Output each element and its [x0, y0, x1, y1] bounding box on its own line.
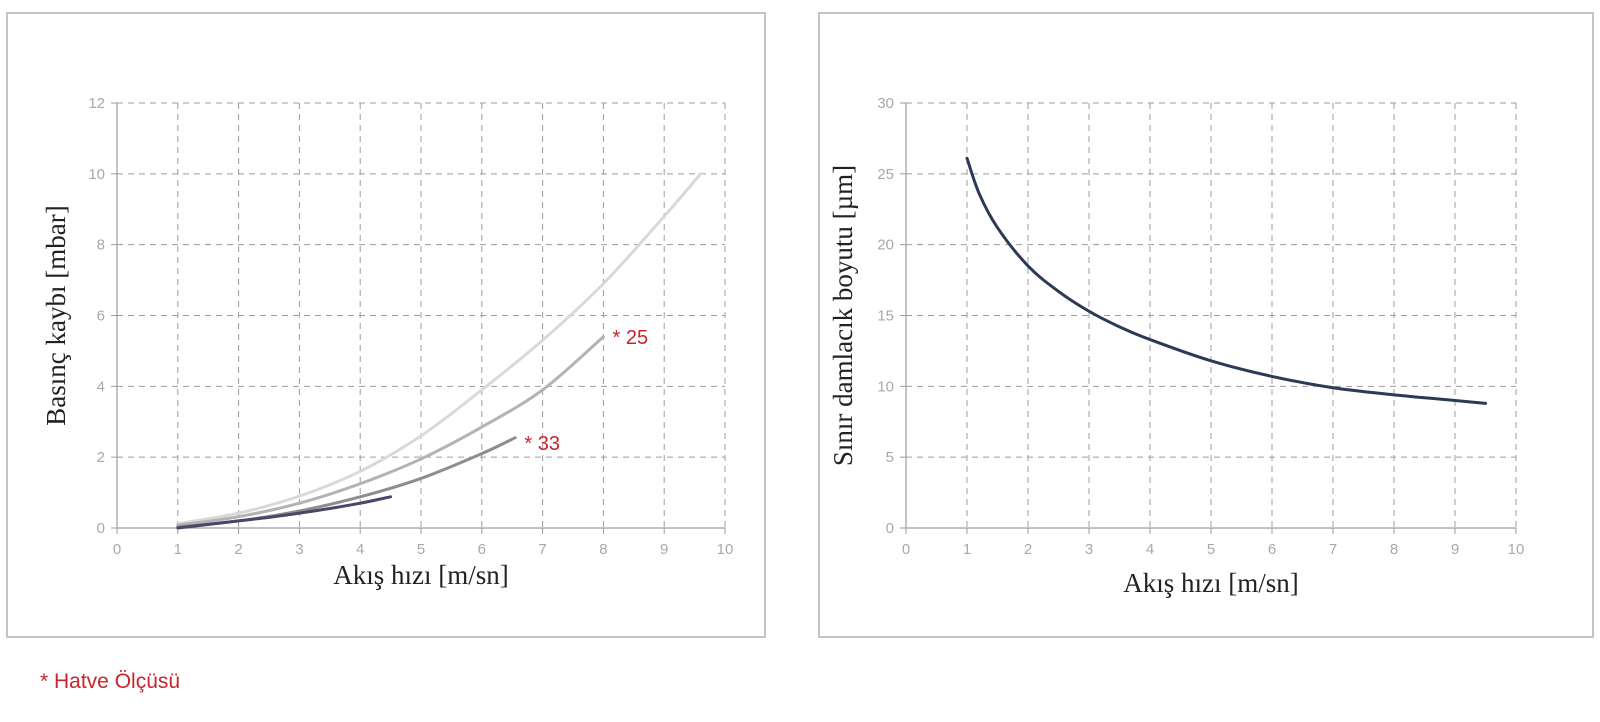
- x-tick-label: 1: [963, 541, 971, 558]
- series-line-1: [176, 335, 605, 527]
- x-tick-label: 4: [356, 541, 364, 558]
- y-tick-label: 30: [877, 95, 894, 112]
- y-tick-label: 8: [97, 237, 105, 254]
- y-tick-label: 5: [886, 449, 894, 466]
- droplet-size-chart: 0 1 2 3 4 5 6 7 8 9 10 0 5 10 15 20 25 30 Akış hızı [m/sn]…: [828, 95, 1525, 598]
- x-tick-label: 7: [538, 541, 546, 558]
- y-tick-label: 2: [97, 449, 105, 466]
- chart-panel-droplet-size: 0 1 2 3 4 5 6 7 8 9 10 0 5 10 15 20 25 30 Akış hızı [m/sn]…: [818, 12, 1594, 638]
- y-axis-title: Basınç kaybı [mbar]: [41, 205, 71, 425]
- x-tick-label: 5: [1207, 541, 1215, 558]
- x-tick-label: 2: [1024, 541, 1032, 558]
- series-line-2: [176, 436, 517, 529]
- x-tick-label: 8: [599, 541, 607, 558]
- annotation-label: * 25: [613, 327, 649, 349]
- x-tick-label: 0: [113, 541, 121, 558]
- x-tick-label: 7: [1329, 541, 1337, 558]
- x-tick-label: 3: [1085, 541, 1093, 558]
- y-tick-label: 15: [877, 308, 894, 325]
- x-tick-label: 1: [174, 541, 182, 558]
- footnote: * Hatve Ölçüsü: [40, 670, 181, 693]
- x-tick-label: 4: [1146, 541, 1154, 558]
- chart-panel-pressure-loss: 0 1 2 3 4 5 6 7 8 9 10 0 2 4 6 8 10 12 Akış hızı [m/sn] Bas…: [6, 12, 766, 638]
- y-tick-label: 10: [877, 378, 894, 395]
- x-tick-label: 6: [1268, 541, 1276, 558]
- y-tick-label: 6: [97, 308, 105, 325]
- y-axis-title: Sınır damlacık boyutu [µm]: [828, 165, 858, 466]
- y-tick-label: 12: [88, 95, 105, 112]
- y-tick-label: 10: [88, 166, 105, 183]
- x-tick-label: 10: [717, 541, 734, 558]
- x-tick-label: 0: [902, 541, 910, 558]
- x-axis-title: Akış hızı [m/sn]: [333, 560, 509, 590]
- x-axis-title: Akış hızı [m/sn]: [1123, 568, 1299, 598]
- y-tick-label: 0: [886, 520, 894, 537]
- y-tick-label: 25: [877, 166, 894, 183]
- series-line-0: [176, 172, 703, 526]
- y-tick-label: 4: [97, 378, 105, 395]
- x-tick-label: 9: [1451, 541, 1459, 558]
- annotation-label: * 33: [524, 433, 560, 455]
- x-tick-label: 8: [1390, 541, 1398, 558]
- x-tick-label: 5: [417, 541, 425, 558]
- x-tick-label: 9: [660, 541, 668, 558]
- x-tick-label: 3: [295, 541, 303, 558]
- series-line-0: [965, 156, 1487, 405]
- x-tick-label: 10: [1508, 541, 1525, 558]
- x-tick-label: 6: [478, 541, 486, 558]
- y-tick-label: 20: [877, 237, 894, 254]
- y-tick-label: 0: [97, 520, 105, 537]
- x-tick-label: 2: [234, 541, 242, 558]
- series-line-3: [176, 495, 393, 530]
